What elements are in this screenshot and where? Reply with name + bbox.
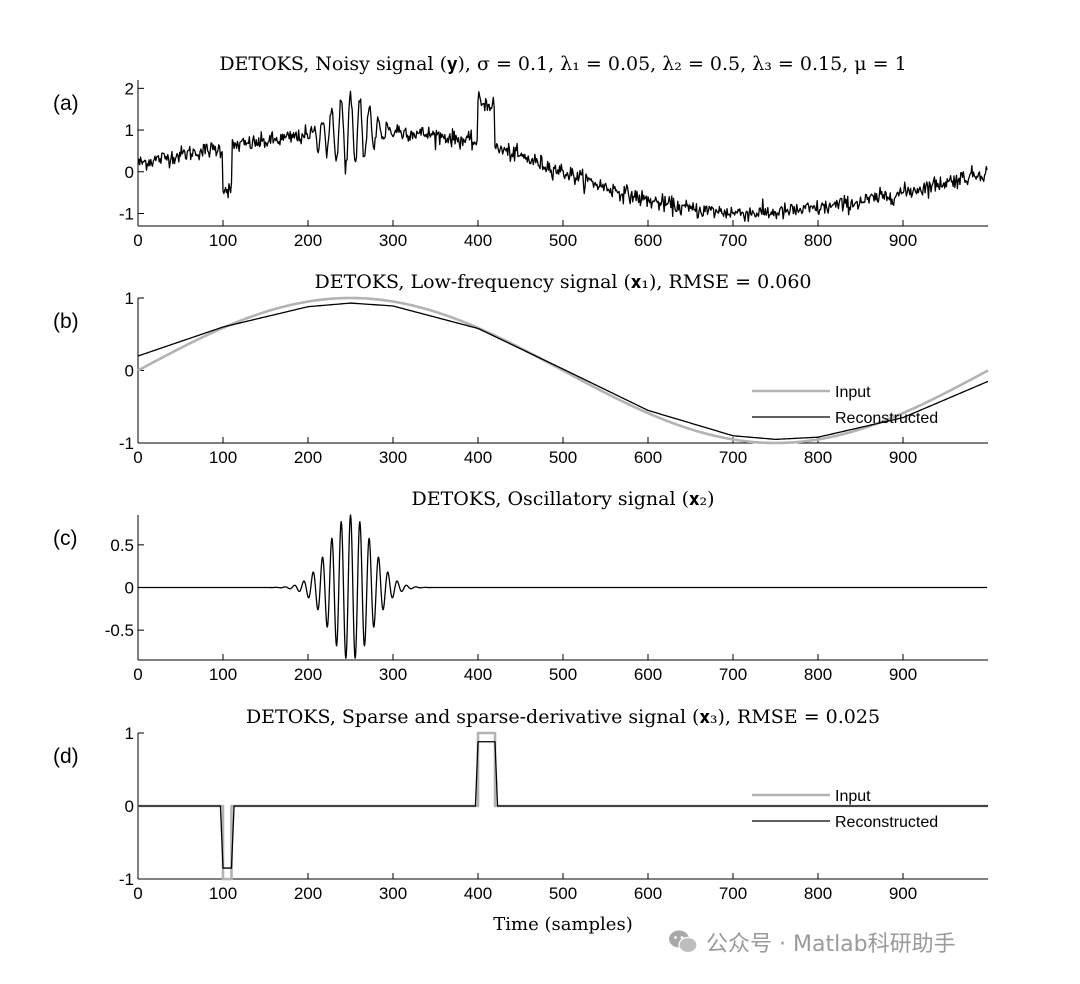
panel-a: DETOKS, Noisy signal (𝐲), σ = 0.1, λ₁ = … xyxy=(53,53,988,250)
panel-d-plot: 0 100 200 300 400 500 600 700 800 900-101 xyxy=(119,724,988,903)
panel-d-y-tick-label: 0 xyxy=(125,797,134,816)
panel-b-title: DETOKS, Low-frequency signal (𝐱₁), RMSE … xyxy=(314,271,811,293)
panel-b-legend-input: Input xyxy=(835,384,871,401)
panel-d-reconstructed-line xyxy=(138,741,988,869)
panel-b-legend-reconstructed: Reconstructed xyxy=(835,410,938,427)
panel-a-x-tick-label: 300 xyxy=(379,231,407,250)
panel-d-x-tick-label: 100 xyxy=(209,884,237,903)
panel-c-y-tick-label: 0.5 xyxy=(110,536,134,555)
panel-c-y-tick-label: 0 xyxy=(125,579,134,598)
panel-b-x-tick-label: 700 xyxy=(719,448,747,467)
panel-c-oscillatory-line xyxy=(137,514,988,659)
panel-c-x-tick-label: 800 xyxy=(804,665,832,684)
panel-a-y-tick-label: -1 xyxy=(119,204,134,223)
panel-d-x-tick-label: 300 xyxy=(379,884,407,903)
panel-d-x-tick-label: 800 xyxy=(804,884,832,903)
panel-d-y-tick-label: -1 xyxy=(119,870,134,889)
panel-b-input-line xyxy=(137,296,989,445)
panel-b-x-tick-label: 200 xyxy=(294,448,322,467)
panel-b-x-tick-label: 100 xyxy=(209,448,237,467)
panel-a-y-tick-label: 2 xyxy=(125,79,134,98)
panel-b: DETOKS, Low-frequency signal (𝐱₁), RMSE … xyxy=(53,271,989,467)
panel-c-x-tick-label: 200 xyxy=(294,665,322,684)
panel-a-x-tick-label: 200 xyxy=(294,231,322,250)
panel-c-label: (c) xyxy=(53,527,78,550)
panel-c-x-tick-label: 300 xyxy=(379,665,407,684)
panel-a-x-tick-label: 400 xyxy=(464,231,492,250)
watermark-text: 公众号 · Matlab科研助手 xyxy=(706,932,956,957)
panel-b-reconstructed-line xyxy=(137,302,989,441)
panel-a-label: (a) xyxy=(53,92,79,115)
panel-a-title: DETOKS, Noisy signal (𝐲), σ = 0.1, λ₁ = … xyxy=(219,53,906,75)
panel-b-legend: Input Reconstructed xyxy=(752,384,938,427)
panel-a-y-tick-label: 1 xyxy=(125,121,134,140)
panel-a-x-tick-label: 600 xyxy=(634,231,662,250)
wechat-icon xyxy=(669,930,698,954)
panel-c-title: DETOKS, Oscillatory signal (𝐱₂) xyxy=(412,488,715,510)
panel-b-y-tick-label: 1 xyxy=(125,289,134,308)
panel-b-x-tick-label: 300 xyxy=(379,448,407,467)
panel-a-x-tick-label: 800 xyxy=(804,231,832,250)
panel-d: DETOKS, Sparse and sparse-derivative sig… xyxy=(53,706,988,903)
panel-c-x-tick-label: 400 xyxy=(464,665,492,684)
panel-d-x-tick-label: 700 xyxy=(719,884,747,903)
panel-c-x-tick-label: 700 xyxy=(719,665,747,684)
panel-d-x-tick-label: 900 xyxy=(889,884,917,903)
panel-c: DETOKS, Oscillatory signal (𝐱₂) (c) 0 100… xyxy=(53,488,988,684)
panel-b-x-tick-label: 400 xyxy=(464,448,492,467)
watermark: 公众号 · Matlab科研助手 xyxy=(668,926,956,958)
panel-b-y-tick-label: -1 xyxy=(119,434,134,453)
panel-b-x-tick-label: 900 xyxy=(889,448,917,467)
panel-a-x-tick-label: 900 xyxy=(889,231,917,250)
panel-d-x-tick-label: 0 xyxy=(133,884,142,903)
panel-a-x-tick-label: 700 xyxy=(719,231,747,250)
panel-c-x-tick-label: 600 xyxy=(634,665,662,684)
panel-b-plot: 0 100 200 300 400 500 600 700 800 900-101 xyxy=(119,289,989,467)
panel-a-y-tick-label: 0 xyxy=(125,163,134,182)
panel-d-x-tick-label: 600 xyxy=(634,884,662,903)
panel-b-x-tick-label: 500 xyxy=(549,448,577,467)
panel-c-x-tick-label: 500 xyxy=(549,665,577,684)
panel-d-x-tick-label: 200 xyxy=(294,884,322,903)
panel-d-legend-input: Input xyxy=(835,788,871,805)
x-axis-label: Time (samples) xyxy=(493,914,632,935)
panel-b-label: (b) xyxy=(53,310,79,333)
panel-d-label: (d) xyxy=(53,745,79,768)
panel-d-legend: Input Reconstructed xyxy=(752,788,938,831)
panel-c-x-tick-label: 0 xyxy=(133,665,142,684)
panel-b-x-tick-label: 800 xyxy=(804,448,832,467)
panel-a-x-tick-label: 0 xyxy=(133,231,142,250)
panel-a-x-tick-label: 500 xyxy=(549,231,577,250)
panel-d-legend-reconstructed: Reconstructed xyxy=(835,814,938,831)
panel-d-y-tick-label: 1 xyxy=(125,724,134,743)
panel-b-y-tick-label: 0 xyxy=(125,362,134,381)
panel-c-x-tick-label: 900 xyxy=(889,665,917,684)
panel-a-noisy-signal-line xyxy=(137,90,988,223)
panel-c-x-tick-label: 100 xyxy=(209,665,237,684)
panel-d-x-tick-label: 500 xyxy=(549,884,577,903)
panel-a-plot: 0 100 200 300 400 500 600 700 800 900 -1 0 1 2 xyxy=(119,79,988,250)
panel-d-x-tick-label: 400 xyxy=(464,884,492,903)
panel-c-plot: 0 100 200 300 400 500 600 700 800 900 -0.5 0 0.5 xyxy=(105,514,988,684)
panel-b-x-tick-label: 600 xyxy=(634,448,662,467)
panel-a-x-tick-label: 100 xyxy=(209,231,237,250)
panel-c-y-tick-label: -0.5 xyxy=(105,621,134,640)
panel-d-title: DETOKS, Sparse and sparse-derivative sig… xyxy=(246,706,880,728)
panel-b-x-tick-label: 0 xyxy=(133,448,142,467)
